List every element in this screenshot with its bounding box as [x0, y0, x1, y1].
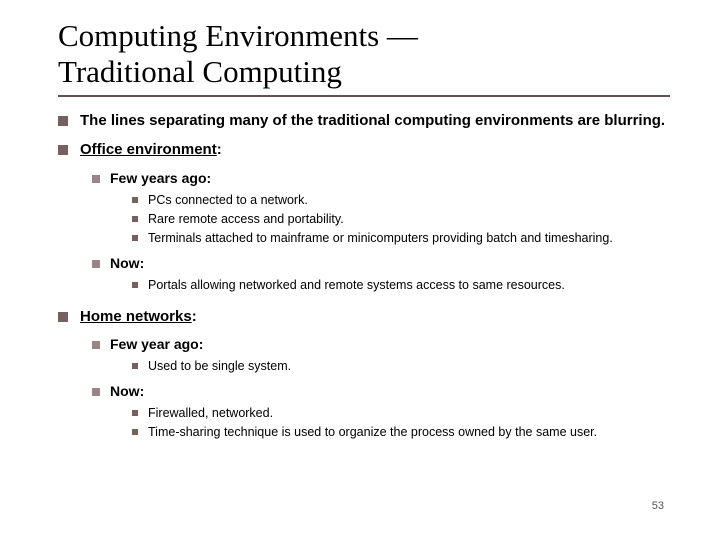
top-bullet: The lines separating many of the traditi… — [58, 111, 670, 130]
list-item-text: Terminals attached to mainframe or minic… — [148, 230, 613, 246]
list-item-text: Time-sharing technique is used to organi… — [148, 424, 597, 440]
page-number: 53 — [652, 500, 664, 512]
bullet-icon — [132, 429, 138, 435]
bullet-icon — [92, 341, 100, 349]
list-item-text: Portals allowing networked and remote sy… — [148, 277, 565, 293]
title-line-2: Traditional Computing — [58, 54, 342, 89]
subsection-label-text: Now: — [110, 255, 144, 271]
bullet-icon — [132, 282, 138, 288]
list-item: PCs connected to a network. — [132, 192, 670, 208]
subsection-label-text: Now: — [110, 383, 144, 399]
title-underline — [58, 95, 670, 97]
bullet-icon — [92, 260, 100, 268]
bullet-icon — [132, 216, 138, 222]
bullet-icon — [58, 312, 68, 322]
top-bullet-text: The lines separating many of the traditi… — [80, 111, 665, 130]
bullet-icon — [58, 145, 68, 155]
list-item-text: Rare remote access and portability. — [148, 211, 344, 227]
list-item: Firewalled, networked. — [132, 405, 670, 421]
bullet-icon — [132, 410, 138, 416]
section-heading: Office environment: — [58, 140, 670, 159]
list-item: Rare remote access and portability. — [132, 211, 670, 227]
subsection-label: Few year ago: — [92, 336, 670, 352]
subsection-label: Few years ago: — [92, 170, 670, 186]
list-item-text: PCs connected to a network. — [148, 192, 308, 208]
list-item: Used to be single system. — [132, 358, 670, 374]
bullet-icon — [92, 388, 100, 396]
list-item-text: Used to be single system. — [148, 358, 291, 374]
section-heading-text: Office environment: — [80, 140, 222, 159]
list-item-text: Firewalled, networked. — [148, 405, 273, 421]
subsection-label: Now: — [92, 383, 670, 399]
title-line-1: Computing Environments — — [58, 18, 418, 53]
bullet-icon — [92, 175, 100, 183]
subsection-label-text: Few years ago: — [110, 170, 211, 186]
section-heading-text: Home networks: — [80, 307, 197, 326]
subsection-label-text: Few year ago: — [110, 336, 203, 352]
bullet-icon — [58, 116, 68, 126]
list-item: Terminals attached to mainframe or minic… — [132, 230, 670, 246]
slide-title: Computing Environments — Traditional Com… — [58, 18, 670, 89]
section-heading: Home networks: — [58, 307, 670, 326]
bullet-icon — [132, 235, 138, 241]
bullet-icon — [132, 197, 138, 203]
list-item: Portals allowing networked and remote sy… — [132, 277, 670, 293]
bullet-icon — [132, 363, 138, 369]
subsection-label: Now: — [92, 255, 670, 271]
list-item: Time-sharing technique is used to organi… — [132, 424, 670, 440]
slide: Computing Environments — Traditional Com… — [0, 0, 720, 540]
